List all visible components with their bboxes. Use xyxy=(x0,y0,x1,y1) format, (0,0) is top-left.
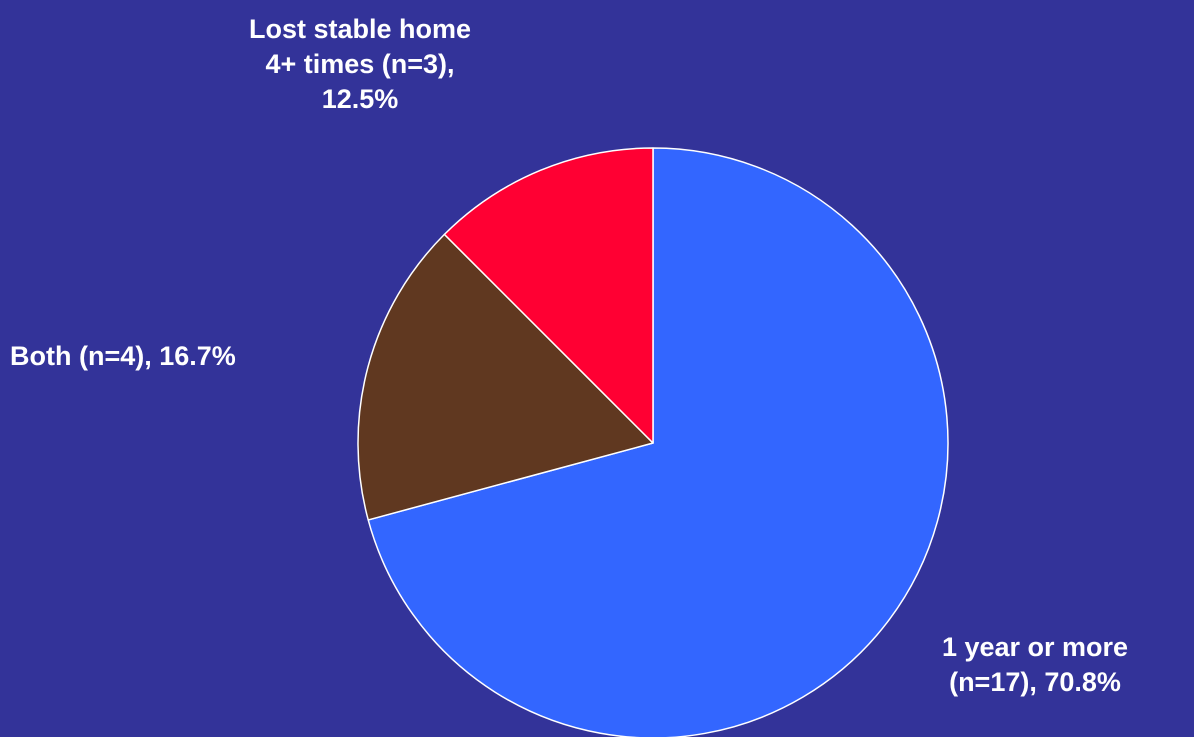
slice-label-line: 1 year or more xyxy=(941,632,1129,662)
pie-slices xyxy=(357,147,949,737)
pie-slice-lost-stable-home-4-times xyxy=(443,147,654,444)
slice-label-line: 12.5% xyxy=(321,84,399,114)
slice-label-line: Lost stable home xyxy=(248,14,472,44)
slice-label-line: 4+ times (n=3), xyxy=(265,49,455,79)
slice-label-lost-stable-home: Lost stable home 4+ times (n=3), 12.5% xyxy=(155,12,565,117)
slice-label-line: (n=17), 70.8% xyxy=(949,667,1121,697)
pie-slice-both xyxy=(357,233,654,521)
slice-label-both: Both (n=4), 16.7% xyxy=(10,339,236,374)
pie-slice-1-year-or-more xyxy=(367,147,949,737)
slice-label-1-year-or-more: 1 year or more (n=17), 70.8% xyxy=(880,630,1190,700)
slice-label-line: Both (n=4), 16.7% xyxy=(10,341,236,371)
